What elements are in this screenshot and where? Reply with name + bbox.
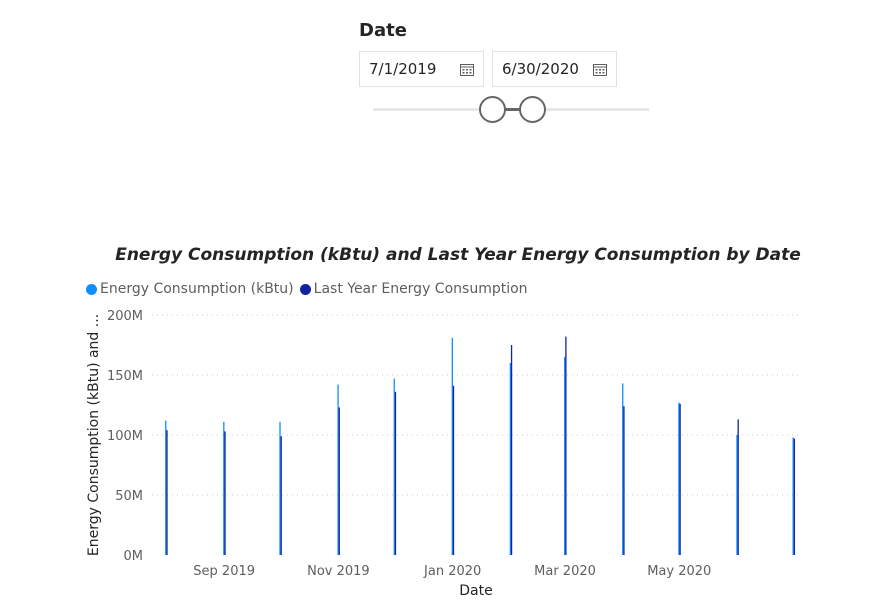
chart-title: Energy Consumption (kBtu) and Last Year … [115, 245, 801, 265]
legend-item-energy[interactable]: Energy Consumption (kBtu) [86, 281, 294, 297]
bar-last-year [280, 436, 282, 555]
legend-label-energy: Energy Consumption (kBtu) [100, 281, 294, 297]
x-tick-label: Nov 2019 [307, 564, 370, 579]
bar-last-year [679, 403, 681, 555]
bar-energy-consumption [337, 384, 339, 555]
bar-energy-consumption [622, 383, 624, 555]
bar-last-year [338, 407, 340, 555]
end-date-input[interactable]: 6/30/2020 [492, 51, 617, 87]
bar-last-year [224, 431, 226, 555]
x-tick-label: Mar 2020 [534, 564, 596, 579]
x-axis-title: Date [459, 583, 492, 599]
y-axis-title: Energy Consumption (kBtu) and ... [86, 314, 102, 556]
bar-last-year [394, 391, 397, 555]
bar-energy-consumption [564, 357, 566, 555]
slicer-title: Date [359, 20, 407, 41]
y-tick-label: 50M [115, 489, 143, 504]
slider-end-handle[interactable] [519, 96, 546, 123]
bar-last-year [565, 336, 567, 555]
date-range-slider-fill [492, 108, 532, 111]
bar-last-year [623, 406, 625, 555]
calendar-icon[interactable] [457, 63, 477, 76]
bar-last-year [510, 345, 513, 555]
chart-legend: Energy Consumption (kBtu) Last Year Ener… [86, 281, 534, 297]
y-tick-label: 100M [107, 429, 143, 444]
calendar-icon[interactable] [590, 63, 610, 76]
bar-energy-consumption [393, 378, 395, 555]
legend-item-last-year[interactable]: Last Year Energy Consumption [299, 281, 528, 297]
x-tick-label: Jan 2020 [423, 564, 481, 579]
bar-energy-consumption [678, 402, 680, 555]
start-date-value: 7/1/2019 [369, 60, 437, 78]
legend-label-last-year: Last Year Energy Consumption [313, 281, 528, 297]
legend-dot-last-year [299, 283, 311, 295]
y-tick-label: 200M [107, 309, 143, 324]
bar-last-year [793, 438, 796, 555]
bar-energy-consumption [279, 421, 281, 555]
y-tick-label: 150M [107, 369, 143, 384]
start-date-input[interactable]: 7/1/2019 [359, 51, 484, 87]
x-tick-label: Sep 2019 [193, 564, 255, 579]
bar-energy-consumption [451, 337, 453, 555]
bar-last-year [452, 385, 455, 555]
end-date-value: 6/30/2020 [502, 60, 579, 78]
bar-energy-consumption [736, 435, 738, 555]
slider-start-handle[interactable] [479, 96, 506, 123]
bar-energy-consumption [509, 363, 512, 555]
bar-energy-consumption [223, 421, 225, 555]
y-tick-label: 0M [124, 549, 144, 564]
bar-last-year [166, 430, 168, 555]
bar-energy-consumption [165, 420, 167, 555]
legend-dot-energy [86, 283, 97, 295]
bar-energy-consumption [792, 437, 794, 555]
x-tick-label: May 2020 [647, 564, 711, 579]
bar-last-year [737, 419, 739, 555]
